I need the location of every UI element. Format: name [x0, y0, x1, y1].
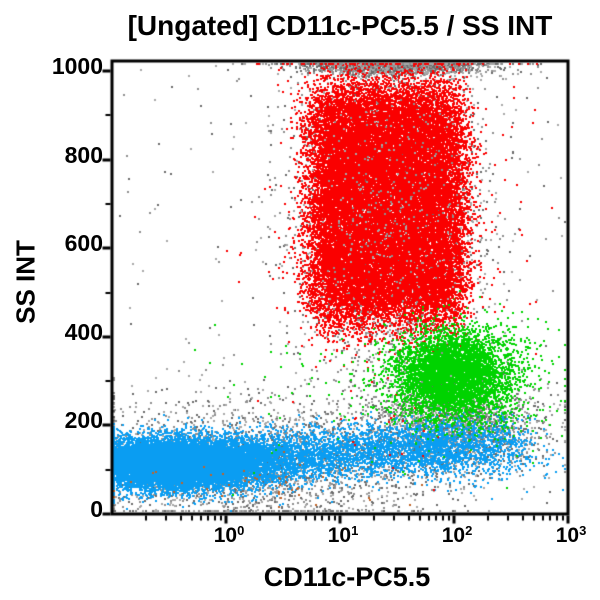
y-tick-label-600: 600	[64, 230, 103, 256]
chart-title: [Ungated] CD11c-PC5.5 / SS INT	[127, 10, 553, 41]
x-tick-label-10e0: 100	[213, 523, 245, 547]
x-tick-label-10e3: 103	[555, 523, 587, 547]
y-axis-label-text: SS INT	[10, 240, 41, 324]
y-tick-label-400: 400	[64, 319, 103, 345]
y-tick-label-1000: 1000	[51, 53, 103, 79]
x-axis-label: CD11c-PC5.5	[263, 562, 431, 592]
y-tick-label-800: 800	[64, 142, 103, 168]
x-tick-label-10e2: 102	[441, 523, 473, 547]
y-tick-label-200: 200	[64, 407, 103, 433]
x-tick-label-10e1: 101	[327, 523, 359, 547]
y-tick-label-0: 0	[90, 496, 103, 522]
